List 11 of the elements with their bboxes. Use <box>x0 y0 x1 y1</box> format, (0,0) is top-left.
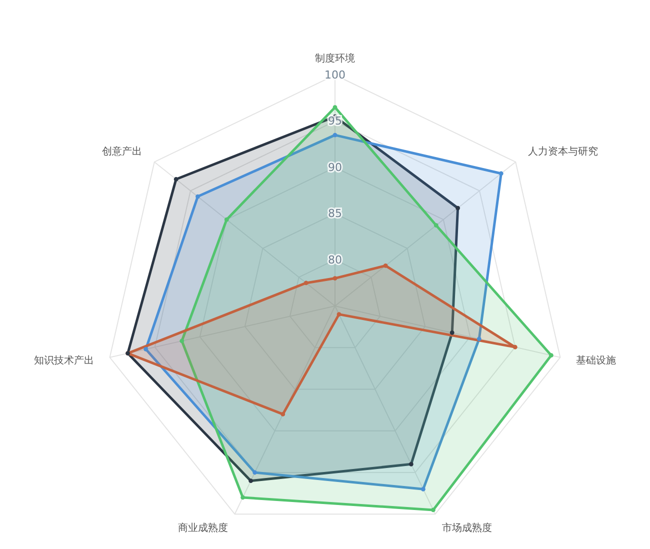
spoke-label: 商业成熟度 <box>178 522 228 534</box>
spoke-label: 市场成熟度 <box>442 522 492 534</box>
spoke-label: 人力资本与研究 <box>528 146 598 158</box>
spoke-label: 知识技术产出 <box>34 354 94 366</box>
y-tick-label: 80 <box>328 253 342 266</box>
y-tick-label: 85 <box>328 207 342 220</box>
spoke-label: 制度环境 <box>315 52 355 64</box>
spoke-label: 基础设施 <box>576 354 616 366</box>
y-tick-label: 100 <box>324 68 346 82</box>
spoke-label: 创意产出 <box>102 146 142 158</box>
y-tick-label: 90 <box>328 160 342 174</box>
